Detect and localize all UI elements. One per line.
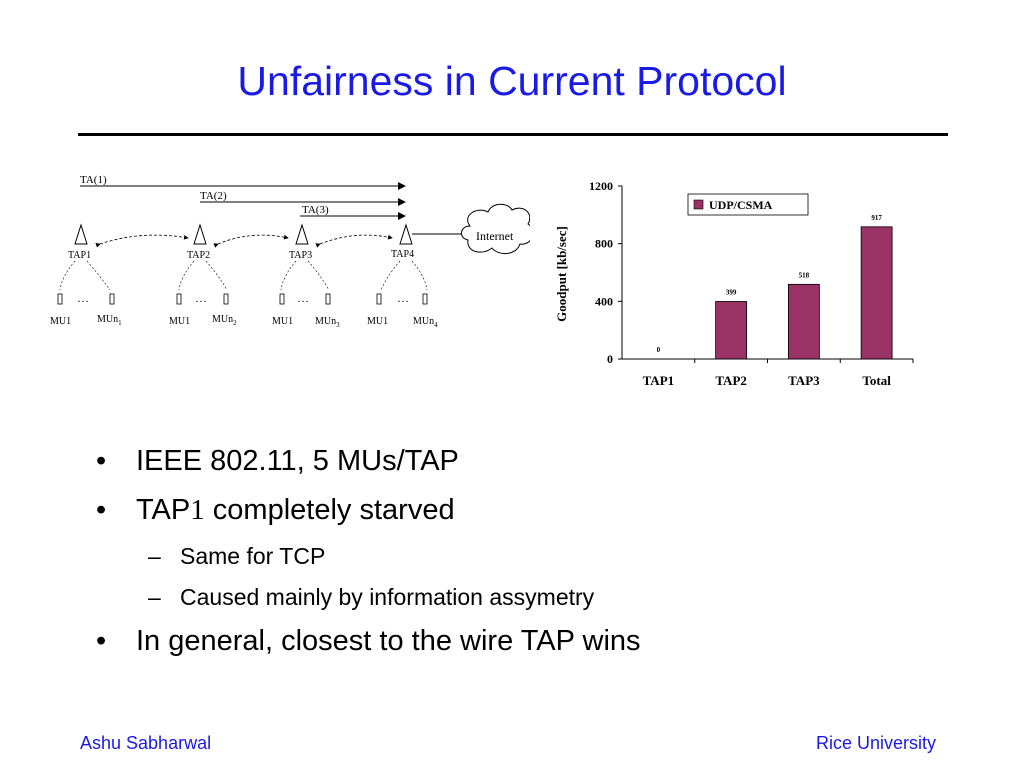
legend-swatch	[693, 199, 704, 210]
sub-bullet-text: Same for TCP	[180, 543, 326, 569]
ellipsis: …	[77, 291, 89, 305]
data-label: 917	[871, 214, 882, 222]
bullet-marker: •	[96, 625, 107, 657]
flow-label-2: TA(2)	[200, 190, 227, 202]
tap-group-2: TAP2 … MU1 MUn2	[169, 223, 237, 327]
ellipsis: …	[297, 291, 309, 305]
mu-last-label: MUn3	[315, 316, 340, 329]
mobile-unit-icon	[376, 293, 382, 305]
bar-tap3	[787, 283, 820, 360]
bar-tap2	[715, 301, 748, 360]
bullet-marker: •	[96, 445, 107, 477]
antenna-icon	[295, 223, 309, 245]
mu-first-label: MU1	[272, 316, 293, 327]
x-tick-label: Total	[862, 373, 891, 388]
mu-first-label: MU1	[50, 316, 71, 327]
chart-legend: UDP/CSMA	[687, 193, 809, 216]
mu-last-label: MUn2	[212, 314, 237, 327]
data-label: 0	[657, 346, 661, 354]
y-tick-label: 400	[595, 294, 613, 308]
mobile-unit-icon	[57, 293, 63, 305]
data-label: 399	[726, 288, 737, 296]
antenna-icon	[74, 223, 88, 245]
ellipsis: …	[397, 291, 409, 305]
bullet-text: TAP1 completely starved	[136, 494, 455, 526]
tap-label: TAP4	[391, 249, 414, 260]
sub-bullet-marker: –	[148, 543, 161, 569]
antenna-icon	[193, 223, 207, 245]
y-tick-label: 1200	[589, 179, 613, 193]
mobile-unit-icon	[325, 293, 331, 305]
legend-label: UDP/CSMA	[709, 198, 773, 212]
interference-arrow	[213, 234, 289, 248]
mu-first-label: MU1	[169, 316, 190, 327]
bullet-marker: •	[96, 494, 107, 526]
sub-bullet-marker: –	[148, 584, 161, 610]
interference-arrow	[95, 234, 189, 248]
mobile-unit-icon	[223, 293, 229, 305]
y-tick-label: 0	[607, 352, 613, 366]
bullet-text: In general, closest to the wire TAP wins	[136, 625, 641, 657]
title-divider	[78, 133, 948, 136]
tap-label: TAP3	[289, 250, 312, 261]
y-tick-label: 800	[595, 237, 613, 251]
internet-cloud-icon	[461, 203, 530, 254]
mu-last-label: MUn4	[413, 316, 438, 329]
x-tick-label: TAP3	[788, 373, 820, 388]
bullet-text: IEEE 802.11, 5 MUs/TAP	[136, 445, 459, 477]
footer-institution: Rice University	[815, 733, 936, 753]
tap-group-1: TAP1 … MU1 MUn1	[50, 223, 122, 327]
chart-y-axis-label: Goodput [kb/sec]	[554, 226, 569, 322]
goodput-bar-chart: 0 400 800 1200 0 TAP1 399 TAP2 518 TAP3 917 Total G…	[554, 179, 914, 388]
data-label: 518	[799, 271, 810, 279]
bar-total	[860, 226, 893, 360]
mu-last-label: MUn1	[97, 314, 122, 327]
mobile-unit-icon	[279, 293, 285, 305]
footer-author: Ashu Sabharwal	[80, 733, 212, 753]
tap-label: TAP2	[187, 250, 210, 261]
mobile-unit-icon	[422, 293, 428, 305]
tap-group-3: TAP3 … MU1 MUn3	[272, 223, 340, 329]
x-tick-label: TAP2	[715, 373, 747, 388]
mobile-unit-icon	[109, 293, 115, 305]
interference-arrow	[315, 234, 393, 248]
network-diagram: TA(1) TA(2) TA(3) Internet TAP1 … MU1 MU…	[50, 174, 530, 329]
ellipsis: …	[195, 291, 207, 305]
flow-label-1: TA(1)	[80, 174, 107, 186]
slide-title: Unfairness in Current Protocol	[237, 58, 787, 104]
sub-bullet-text: Caused mainly by information assymetry	[180, 584, 595, 610]
flow-label-3: TA(3)	[302, 204, 329, 216]
antenna-icon	[399, 223, 413, 245]
tap-label: TAP1	[68, 250, 91, 261]
mu-first-label: MU1	[367, 316, 388, 327]
tap-group-4: TAP4 … MU1 MUn4	[367, 223, 438, 329]
mobile-unit-icon	[176, 293, 182, 305]
internet-label: Internet	[476, 229, 514, 243]
x-tick-label: TAP1	[643, 373, 675, 388]
